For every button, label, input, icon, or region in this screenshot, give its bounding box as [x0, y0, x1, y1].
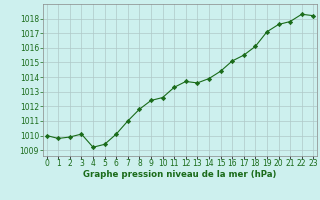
- X-axis label: Graphe pression niveau de la mer (hPa): Graphe pression niveau de la mer (hPa): [83, 170, 277, 179]
